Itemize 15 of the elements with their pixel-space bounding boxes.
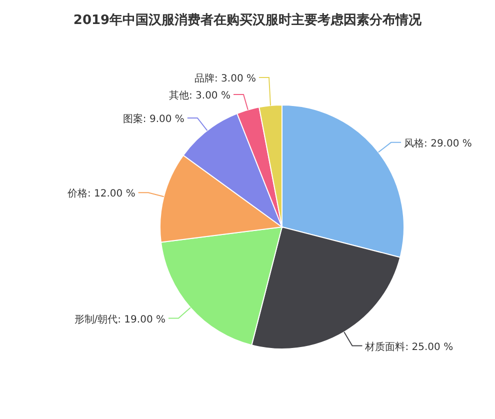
slice-label: 材质面料 <box>364 340 406 353</box>
data-label: : 29.00 % <box>424 138 472 150</box>
slice-label: 价格 <box>66 188 88 200</box>
data-label: : 3.00 % <box>189 90 230 102</box>
slice-label: 其他 <box>169 89 189 102</box>
data-label: : 9.00 % <box>142 114 184 125</box>
chart-title: 2019年中国汉服消费者在购买汉服时主要考虑因素分布情况 <box>73 12 423 28</box>
slice-label: 形制/朝代 <box>74 313 118 326</box>
slice-label: 图案 <box>122 112 143 125</box>
data-label: : 25.00 % <box>405 342 454 353</box>
data-label: : 3.00 % <box>214 73 256 84</box>
slice-label: 品牌 <box>194 72 215 84</box>
data-label: : 12.00 % <box>87 188 136 200</box>
data-label: : 19.00 % <box>118 314 166 326</box>
slice-label: 风格 <box>404 137 424 150</box>
